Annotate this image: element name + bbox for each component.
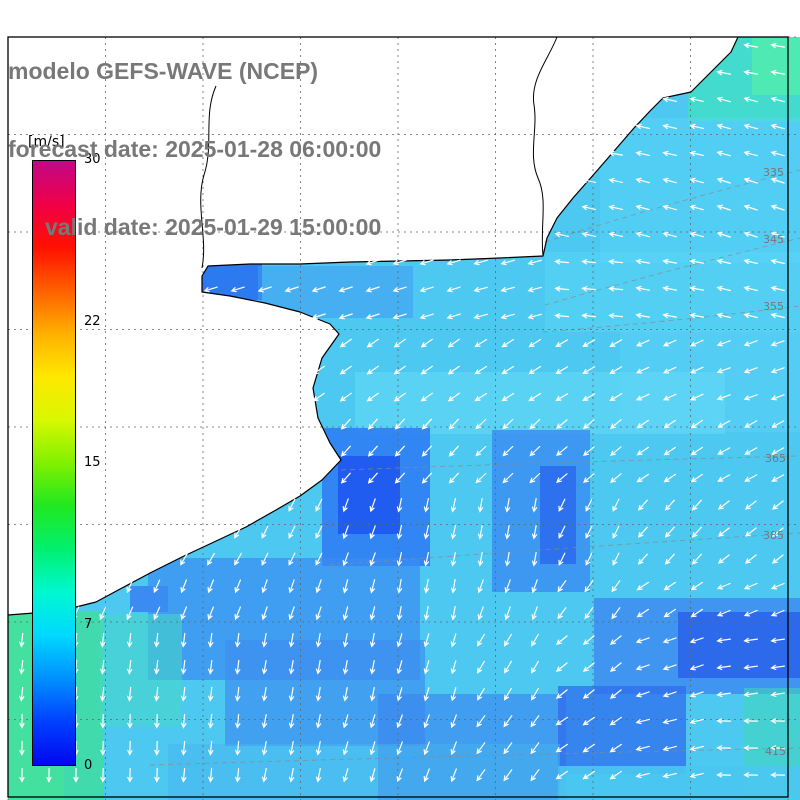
valid-date: valid date: 2025-01-29 15:00:00 [45, 214, 382, 240]
coastal-inlet [130, 586, 168, 612]
forecast-date: forecast date: 2025-01-28 06:00:00 [8, 136, 382, 162]
field-patch [545, 252, 800, 332]
field-patch [558, 686, 686, 774]
field-patch [355, 372, 725, 434]
contour-label-355: 355 [763, 300, 784, 313]
coastline [7, 36, 739, 616]
colorbar-unit-label: [m/s] [28, 134, 65, 150]
parana-river [200, 85, 217, 269]
colorbar [32, 160, 76, 766]
field-patch [258, 266, 413, 318]
title-block: modelo GEFS-WAVE (NCEP) forecast date: 2… [8, 6, 381, 266]
contour-labels: 335 345 355 365 385 415 [763, 166, 786, 758]
field-patch [202, 262, 262, 300]
wave-field-patches [8, 37, 800, 800]
contour-label-365: 365 [765, 452, 786, 465]
contour-label-345: 345 [763, 233, 784, 246]
field-patch [168, 744, 560, 800]
field-patch [100, 614, 182, 726]
field-patch [338, 456, 400, 534]
field-patch [678, 612, 800, 678]
field-patch [600, 118, 800, 263]
colorbar-tick-22: 22 [84, 313, 101, 329]
contour-label-335: 335 [763, 166, 784, 179]
contour-label-415: 415 [765, 745, 786, 758]
contour-label-385: 385 [763, 529, 784, 542]
colorbar-tick-7: 7 [84, 616, 93, 632]
colorbar-tick-0: 0 [84, 758, 93, 773]
field-patch [752, 37, 800, 95]
map-frame [7, 36, 789, 798]
colorbar-tick-30: 30 [84, 152, 101, 167]
uruguay-river [532, 36, 558, 257]
colorbar-tick-15: 15 [84, 455, 101, 470]
model-title: modelo GEFS-WAVE (NCEP) [8, 58, 319, 84]
field-patch [558, 766, 800, 800]
